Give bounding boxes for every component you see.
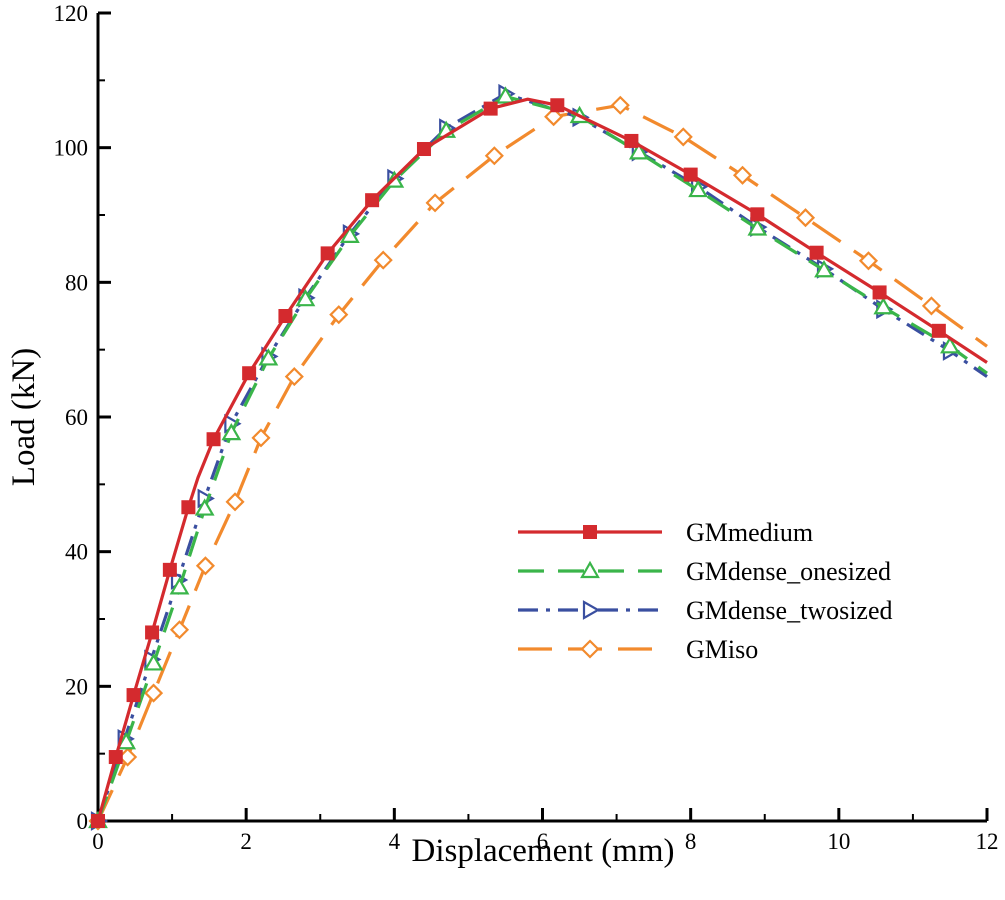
data-point bbox=[483, 101, 498, 116]
legend-item: GMmedium bbox=[518, 518, 813, 547]
series-gmdense-onesized bbox=[88, 86, 988, 829]
data-point bbox=[628, 142, 649, 160]
data-point bbox=[320, 246, 335, 261]
data-point bbox=[242, 366, 257, 381]
data-point bbox=[688, 179, 708, 198]
data-point bbox=[624, 133, 639, 148]
data-point bbox=[750, 207, 765, 222]
data-point bbox=[206, 432, 221, 447]
data-point bbox=[108, 750, 123, 765]
y-tick-label: 60 bbox=[65, 405, 88, 430]
data-point bbox=[814, 259, 834, 278]
data-point bbox=[610, 95, 630, 115]
data-point bbox=[126, 688, 141, 703]
data-point bbox=[194, 498, 215, 516]
data-point bbox=[872, 285, 887, 300]
series-line bbox=[96, 103, 988, 822]
data-point bbox=[495, 86, 516, 104]
y-axis-title: Load (kN) bbox=[6, 348, 42, 486]
x-axis-title: Displacement (mm) bbox=[411, 833, 674, 869]
series-line bbox=[96, 92, 988, 822]
data-point bbox=[143, 653, 164, 671]
data-point bbox=[425, 193, 445, 213]
data-point bbox=[550, 98, 565, 113]
legend-item: GMdense_onesized bbox=[518, 557, 891, 586]
data-point bbox=[195, 556, 215, 576]
data-point bbox=[673, 127, 693, 147]
legend-label: GMiso bbox=[686, 635, 758, 664]
x-tick-label: 6 bbox=[537, 829, 549, 854]
data-point bbox=[116, 732, 137, 750]
legend-label: GMmedium bbox=[686, 518, 813, 547]
legend-label: GMdense_twosized bbox=[686, 596, 893, 625]
data-point bbox=[162, 562, 177, 577]
data-point bbox=[484, 146, 504, 166]
data-point bbox=[544, 107, 564, 127]
data-point bbox=[144, 683, 164, 703]
y-tick-label: 20 bbox=[65, 674, 88, 699]
data-point bbox=[732, 165, 753, 185]
legend-marker bbox=[582, 600, 601, 620]
data-point bbox=[683, 167, 698, 182]
data-point bbox=[145, 625, 160, 640]
series-line bbox=[96, 94, 988, 822]
data-point bbox=[416, 142, 431, 157]
y-tick-label: 100 bbox=[54, 136, 89, 161]
data-point bbox=[747, 218, 768, 236]
y-tick-label: 0 bbox=[77, 809, 89, 834]
series-gmmedium bbox=[91, 97, 988, 828]
data-point bbox=[921, 296, 941, 316]
data-point bbox=[91, 814, 105, 828]
series-line bbox=[96, 97, 988, 822]
y-tick-label: 120 bbox=[54, 1, 89, 26]
x-tick-label: 2 bbox=[240, 829, 252, 854]
series-gmdense-twosized bbox=[90, 83, 988, 831]
legend-item: GMdense_twosized bbox=[518, 596, 893, 625]
x-tick-label: 4 bbox=[389, 829, 401, 854]
legend-item: GMiso bbox=[518, 635, 758, 664]
data-point bbox=[339, 225, 360, 243]
data-point bbox=[181, 500, 196, 515]
legend-marker bbox=[583, 525, 597, 539]
data-point bbox=[940, 336, 960, 354]
data-point bbox=[931, 323, 946, 338]
data-point bbox=[278, 309, 293, 323]
data-point bbox=[795, 208, 816, 228]
data-point bbox=[258, 348, 279, 366]
y-tick-label: 80 bbox=[65, 270, 88, 295]
data-point bbox=[329, 305, 349, 325]
series-group bbox=[88, 83, 988, 831]
data-point bbox=[251, 428, 271, 448]
x-tick-label: 0 bbox=[92, 829, 104, 854]
y-tick-label: 40 bbox=[65, 540, 88, 565]
data-point bbox=[169, 620, 190, 640]
legend: GMmedium GMdense_onesized GMdense_twosized… bbox=[518, 518, 893, 664]
x-tick-label: 8 bbox=[685, 829, 697, 854]
data-point bbox=[858, 251, 879, 271]
legend-marker bbox=[580, 560, 600, 579]
data-point bbox=[295, 288, 316, 307]
data-point bbox=[221, 422, 242, 441]
x-tick-label: 12 bbox=[976, 829, 999, 854]
series-gmiso bbox=[88, 95, 988, 831]
x-tick-label: 10 bbox=[827, 829, 850, 854]
data-point bbox=[169, 577, 190, 595]
legend-marker bbox=[580, 639, 600, 659]
legend-label: GMdense_onesized bbox=[686, 557, 891, 586]
data-point bbox=[809, 245, 824, 260]
data-point bbox=[365, 193, 380, 208]
data-point bbox=[373, 250, 393, 270]
data-point bbox=[873, 297, 894, 315]
data-point bbox=[284, 367, 304, 387]
data-point bbox=[225, 492, 245, 512]
